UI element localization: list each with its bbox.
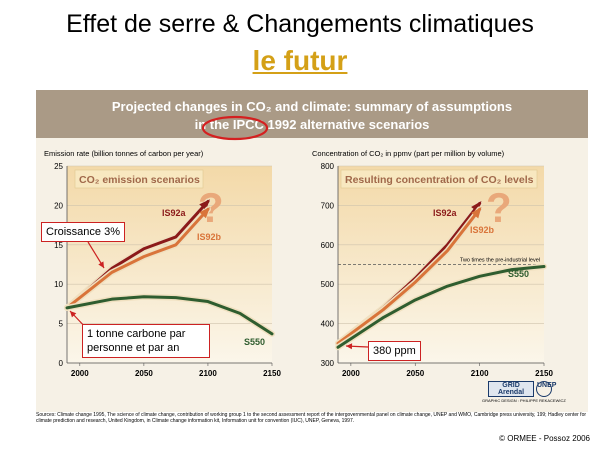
x-tick-label: 2050 — [135, 369, 153, 378]
series-line-s550 — [65, 295, 274, 336]
panel-label: CO₂ emission scenarios — [79, 174, 200, 186]
unep-logo: UNEP — [536, 381, 556, 397]
x-tick-label: 2100 — [199, 369, 217, 378]
y-tick-label: 400 — [321, 320, 335, 329]
panel-label: Resulting concentration of CO₂ levels — [345, 174, 534, 186]
y-axis-title: Emission rate (billion tonnes of carbon … — [44, 149, 204, 158]
x-tick-label: 2000 — [342, 369, 360, 378]
y-tick-label: 800 — [321, 162, 335, 171]
sources-note: Sources: Climate change 1995, The scienc… — [36, 412, 587, 424]
series-label-s550: S550 — [508, 269, 529, 279]
y-axis-title: Concentration of CO₂ in ppmv (part per m… — [312, 149, 505, 158]
graphic-credit: GRAPHIC DESIGN : PHILIPPE REKACEWICZ — [482, 398, 566, 403]
callout-growth: Croissance 3% — [41, 222, 125, 242]
series-label-is92b: IS92b — [197, 232, 222, 242]
series-arrowhead-is92b — [471, 206, 482, 219]
panel-label-box — [340, 169, 538, 189]
y-tick-label: 600 — [321, 241, 335, 250]
figure-title-line1: Projected changes in CO₂ and climate: su… — [111, 99, 513, 114]
series-arrowhead-is92b — [199, 207, 210, 219]
series-line-is92b — [65, 207, 210, 310]
reference-label: Two times the pre-industrial level — [460, 258, 540, 264]
question-mark-icon: ? — [486, 184, 512, 231]
series-label-is92a: IS92a — [433, 208, 458, 218]
y-tick-label: 5 — [59, 320, 64, 329]
y-tick-label: 500 — [321, 280, 335, 289]
x-tick-label: 2000 — [71, 369, 89, 378]
series-label-s550: S550 — [244, 337, 265, 347]
series-arrowhead-is92a — [199, 199, 210, 211]
y-tick-label: 15 — [54, 241, 63, 250]
figure-banner: Projected changes in CO₂ and climate: su… — [36, 90, 588, 138]
slide-title: Effet de serre & Changements climatiques — [66, 10, 534, 38]
x-tick-label: 2150 — [263, 369, 281, 378]
callout-arrow-ppm-head — [346, 343, 353, 350]
series-line-is92b — [336, 207, 482, 345]
chart-panel-2: 300 400 500 600 700 800 2000 2050 2100 2150 Concen… — [312, 149, 553, 378]
y-tick-label: 700 — [321, 201, 335, 210]
y-tick-label: 0 — [59, 359, 64, 368]
grid-arendal-logo: GRID Arendal — [488, 381, 534, 397]
y-tick-label: 10 — [54, 280, 63, 289]
callout-per-capita: 1 tonne carbone par personne et par an — [82, 324, 210, 358]
y-tick-label: 25 — [54, 162, 63, 171]
figure-title-line2: in the IPCC 1992 alternative scenarios — [194, 117, 430, 132]
series-label-is92a: IS92a — [162, 208, 187, 218]
slide-subtitle[interactable]: le futur — [252, 45, 348, 76]
highlight-circle — [201, 115, 269, 141]
series-line-s550 — [336, 264, 546, 349]
callout-arrow-per-capita-head — [70, 311, 77, 318]
x-tick-label: 2100 — [471, 369, 489, 378]
y-tick-label: 20 — [54, 201, 63, 210]
y-tick-label: 300 — [321, 359, 335, 368]
copyright: © ORMEE - Possoz 2006 — [499, 434, 590, 443]
callout-arrow-growth-head — [98, 261, 104, 268]
series-label-is92b: IS92b — [470, 225, 495, 235]
panel-label-box — [74, 169, 204, 189]
callout-ppm: 380 ppm — [368, 341, 421, 361]
x-tick-label: 2150 — [535, 369, 553, 378]
x-tick-label: 2050 — [406, 369, 424, 378]
